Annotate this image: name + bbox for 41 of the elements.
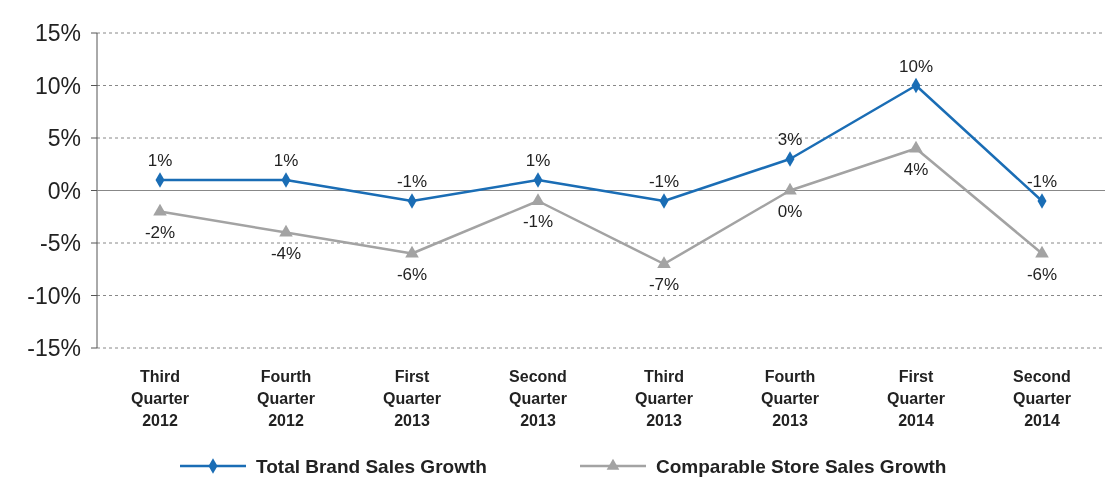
y-tick-label: 0% — [47, 177, 81, 204]
data-label: -6% — [396, 264, 428, 284]
point — [405, 245, 419, 258]
point — [909, 140, 923, 153]
y-tick-label: -5% — [40, 230, 81, 257]
x-tick-label: Second Quarter 2013 — [509, 368, 567, 429]
x-tick-label: Second Quarter 2014 — [1013, 368, 1071, 429]
y-tick-label: 5% — [47, 125, 81, 152]
data-label: -1% — [522, 212, 554, 231]
x-tick-label: First Quarter 2013 — [383, 368, 441, 429]
data-label: -1% — [396, 172, 428, 191]
data-label: 1% — [525, 151, 551, 170]
data-label: -1% — [1026, 172, 1058, 191]
data-label: -1% — [648, 172, 680, 191]
x-tick-label: First Quarter 2014 — [887, 368, 945, 429]
data-label: -6% — [1026, 264, 1058, 284]
data-label: 10% — [898, 56, 934, 76]
point — [279, 224, 293, 237]
data-label: -4% — [270, 243, 302, 263]
data-label: -2% — [144, 222, 176, 242]
data-label: 1% — [147, 151, 173, 170]
x-tick-label: Third Quarter 2013 — [635, 368, 693, 429]
data-label: -7% — [648, 275, 680, 294]
legend-label: Total Brand Sales Growth — [256, 455, 487, 477]
data-label: 3% — [777, 130, 803, 149]
y-tick-label: -10% — [27, 282, 81, 309]
y-tick-label: 10% — [34, 72, 81, 99]
x-tick-label: Fourth Quarter 2012 — [257, 368, 315, 429]
point — [783, 182, 797, 195]
point — [657, 256, 671, 268]
point — [1035, 245, 1049, 258]
data-label: 4% — [903, 159, 929, 179]
point — [153, 203, 167, 216]
point — [531, 193, 545, 205]
y-tick-label: -15% — [27, 335, 81, 362]
legend-label: Comparable Store Sales Growth — [656, 455, 947, 477]
data-label: 1% — [273, 151, 299, 170]
data-label: 0% — [777, 201, 803, 221]
x-tick-label: Third Quarter 2012 — [131, 368, 189, 429]
x-tick-label: Fourth Quarter 2013 — [761, 368, 819, 429]
y-tick-label: 15% — [34, 20, 81, 47]
